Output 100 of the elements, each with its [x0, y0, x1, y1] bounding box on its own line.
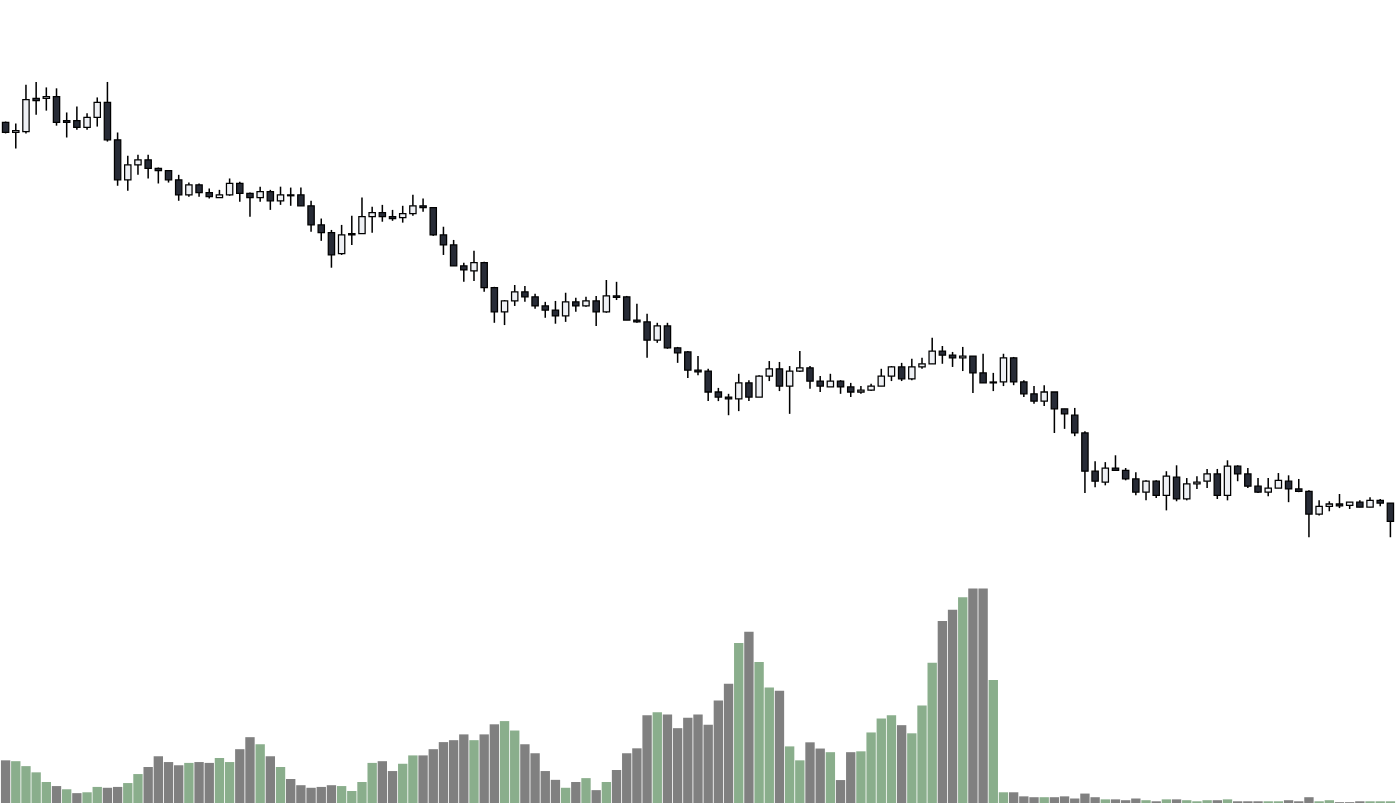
- bar: [184, 762, 194, 803]
- bar: [601, 781, 612, 803]
- candlestick: [337, 224, 346, 256]
- candlestick: [724, 393, 733, 416]
- candlestick: [460, 261, 468, 283]
- candlestick: [246, 191, 254, 218]
- candlestick: [663, 322, 672, 350]
- bar: [571, 781, 581, 803]
- candlestick: [470, 250, 478, 282]
- candlestick: [327, 229, 336, 269]
- candlestick: [633, 302, 641, 324]
- candlestick: [1040, 384, 1048, 407]
- candlestick: [897, 362, 906, 382]
- candlestick: [806, 365, 814, 390]
- candlestick: [174, 174, 183, 202]
- candlestick: [1172, 464, 1181, 503]
- candlestick: [439, 225, 448, 256]
- candlestick: [32, 81, 40, 116]
- bar: [0, 760, 11, 803]
- candlestick: [297, 186, 305, 207]
- candlestick: [745, 379, 753, 402]
- bar: [744, 631, 754, 803]
- bar: [734, 643, 744, 803]
- candlestick: [236, 180, 244, 203]
- candlestick: [1193, 475, 1201, 490]
- bar: [1222, 799, 1233, 803]
- candlestick: [989, 372, 998, 392]
- bar: [275, 766, 286, 803]
- bar: [1212, 800, 1222, 803]
- candlestick: [1050, 391, 1059, 434]
- candlestick: [73, 105, 81, 131]
- candlestick: [969, 355, 977, 394]
- candlestick: [358, 196, 366, 235]
- candlestick: [1386, 502, 1395, 539]
- bar: [958, 597, 968, 803]
- bar: [652, 712, 662, 803]
- bar: [72, 793, 82, 803]
- candlestick: [286, 186, 295, 207]
- candlestick: [124, 154, 132, 192]
- candlestick: [561, 291, 570, 323]
- bar: [469, 740, 479, 803]
- candlestick: [612, 281, 621, 301]
- candlestick: [1162, 470, 1171, 512]
- bar: [51, 786, 62, 803]
- candlestick: [1244, 467, 1252, 489]
- candlestick: [93, 96, 102, 128]
- bar: [62, 789, 72, 803]
- candlestick: [1142, 479, 1150, 502]
- bar: [560, 787, 571, 803]
- candlestick: [1264, 477, 1272, 498]
- candlestick: [622, 295, 631, 321]
- candlestick: [134, 154, 142, 176]
- candlestick: [755, 374, 763, 398]
- bar: [774, 690, 785, 803]
- candlestick: [419, 197, 427, 213]
- candlestick: [1305, 489, 1313, 539]
- candlestick: [1101, 461, 1110, 487]
- candlestick: [317, 217, 326, 242]
- bar: [265, 756, 276, 803]
- bar: [1141, 800, 1151, 803]
- bar: [1039, 797, 1049, 803]
- candlestick: [144, 154, 152, 180]
- candlestick: [266, 189, 275, 211]
- bar: [255, 744, 265, 803]
- candlestick: [368, 205, 376, 234]
- bar: [581, 778, 591, 803]
- candlestick: [276, 185, 285, 206]
- candlestick: [510, 284, 519, 307]
- candlestick: [1213, 468, 1222, 500]
- candlestick: [1284, 474, 1293, 503]
- candlestick: [1294, 478, 1303, 493]
- candlestick: [958, 346, 967, 372]
- bar: [1171, 799, 1182, 803]
- candlestick: [796, 350, 804, 373]
- candlestick: [704, 368, 712, 402]
- bar: [825, 752, 836, 803]
- bar: [1161, 799, 1172, 803]
- candlestick: [684, 350, 692, 379]
- candlestick: [1203, 468, 1211, 489]
- candlestick: [1070, 407, 1079, 437]
- candlestick: [602, 279, 611, 314]
- candlestick: [1060, 408, 1069, 430]
- candlestick: [785, 365, 794, 415]
- candlestick: [908, 357, 916, 381]
- candlestick: [12, 122, 20, 150]
- candlestick: [348, 215, 356, 246]
- bar: [896, 725, 907, 803]
- candlestick: [500, 299, 509, 326]
- candlestick: [449, 239, 458, 267]
- candlestick: [1132, 471, 1140, 497]
- candlestick: [979, 352, 987, 384]
- bar: [591, 790, 601, 803]
- bar: [1100, 799, 1110, 803]
- candlestick: [307, 200, 315, 233]
- candlestick: [409, 194, 417, 217]
- candlestick: [1091, 460, 1099, 488]
- candlestick: [734, 373, 743, 412]
- candlestick: [42, 86, 51, 112]
- candlestick: [765, 360, 774, 382]
- candlestick: [928, 337, 936, 365]
